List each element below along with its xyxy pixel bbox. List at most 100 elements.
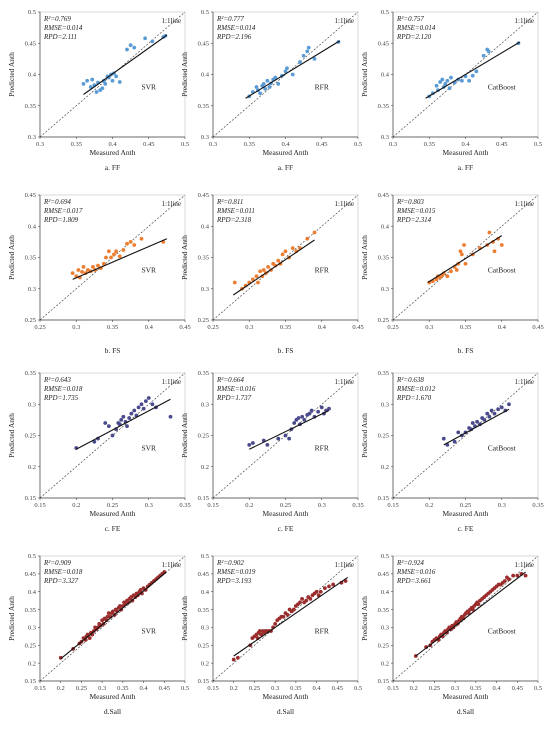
x-tick-label: 0.5 — [181, 685, 189, 692]
y-tick-label: 0.15 — [378, 495, 389, 502]
data-point — [273, 75, 278, 80]
data-point — [90, 77, 95, 82]
x-tick-label: 0.2 — [425, 502, 433, 509]
stat-label: RPD=2.111 — [43, 33, 77, 41]
x-tick-label: 0.35 — [117, 685, 128, 692]
reference-line-1-1 — [39, 194, 186, 321]
data-point — [459, 78, 464, 83]
x-tick-label: 0.5 — [181, 141, 189, 148]
x-tick-label: 0.4 — [498, 324, 507, 331]
y-tick-label: 0.2 — [28, 660, 36, 667]
data-point — [438, 275, 443, 280]
data-point — [440, 634, 445, 639]
subplot-r0-c2: 0.3 0.35 0.4 0.45 0.5 0.3 0.35 0.4 0.45 0.5 1:1lin… — [360, 9, 542, 172]
data-point — [143, 36, 148, 41]
data-point — [128, 239, 133, 244]
x-tick-label: 0.45 — [496, 141, 507, 148]
regression-line — [425, 41, 521, 99]
x-axis-label: Measured Anth — [89, 692, 135, 701]
x-tick-label: 0.35 — [470, 685, 481, 692]
data-point — [85, 78, 90, 83]
subplot-r3-c0: 0.15 0.2 0.25 0.3 0.35 0.4 0.45 0.5 0.15 0.2 0.25 0… — [7, 553, 189, 716]
x-tick-label: 0.25 — [76, 685, 87, 692]
y-tick-label: 0.3 — [201, 286, 209, 293]
data-point — [489, 408, 494, 413]
y-tick-label: 0.5 — [201, 553, 209, 560]
data-point — [127, 416, 132, 420]
x-tick-label: 0.4 — [145, 324, 154, 331]
subplot-r3-c2: 0.15 0.2 0.25 0.3 0.35 0.4 0.45 0.5 0.15 0.2 0.25 0… — [360, 553, 542, 716]
data-point — [106, 249, 111, 254]
data-point — [502, 579, 507, 583]
x-tick-label: 0.5 — [534, 685, 542, 692]
x-tick-label: 0.25 — [280, 502, 291, 509]
data-point — [168, 414, 173, 419]
data-point — [141, 406, 146, 411]
y-tick-label: 0.25 — [378, 642, 389, 649]
x-tick-label: 0.45 — [159, 685, 170, 692]
y-axis-label: Predicted Anth — [7, 596, 16, 641]
data-point — [305, 236, 310, 241]
data-point — [309, 408, 314, 413]
y-tick-label: 0.45 — [378, 192, 389, 199]
stat-label: RMSE=0.018 — [43, 385, 83, 393]
data-point — [96, 263, 100, 268]
data-point — [434, 83, 439, 88]
data-point — [257, 629, 262, 633]
x-tick-label: 0.3 — [318, 502, 326, 509]
data-point — [445, 78, 450, 83]
y-tick-label: 0.5 — [28, 9, 36, 16]
reference-line-1-1 — [392, 194, 539, 321]
data-point — [302, 417, 307, 422]
x-tick-label: 0.2 — [72, 502, 80, 509]
subplot-caption: a. FF — [278, 163, 293, 172]
data-point — [101, 261, 106, 266]
data-point — [280, 252, 285, 257]
data-point — [259, 632, 263, 637]
data-point — [283, 69, 288, 74]
data-point — [296, 416, 301, 420]
x-tick-label: 0.5 — [354, 685, 362, 692]
y-axis-label: Predicted Anth — [360, 235, 369, 280]
data-point — [100, 86, 105, 91]
model-label: SVR — [141, 266, 156, 275]
data-point — [474, 69, 479, 74]
stat-label: R²=0.769 — [43, 15, 71, 23]
data-point — [487, 414, 492, 419]
data-point — [305, 49, 310, 54]
x-axis-label: Measured Anth — [89, 509, 135, 518]
x-tick-label: 0.25 — [34, 324, 45, 331]
stat-label: RMSE=0.012 — [396, 385, 436, 393]
data-point — [150, 402, 155, 407]
data-point — [290, 246, 295, 251]
data-point — [256, 280, 260, 285]
data-point — [136, 405, 141, 410]
y-tick-label: 0.2 — [28, 464, 36, 471]
reference-line-label: 1:1line — [335, 378, 354, 386]
data-point — [125, 424, 129, 429]
x-tick-label: 0.45 — [352, 324, 363, 331]
subplot-caption: b. FS — [278, 346, 294, 355]
data-point — [105, 614, 110, 619]
data-point — [507, 577, 511, 582]
regression-line — [245, 40, 341, 99]
data-point — [298, 600, 302, 605]
data-point — [475, 419, 479, 424]
data-point — [482, 417, 487, 422]
y-tick-label: 0.35 — [378, 103, 389, 110]
data-point — [438, 80, 443, 84]
subplot-r3-c1: 0.15 0.2 0.25 0.3 0.35 0.4 0.45 0.5 0.15 0.2 0.25 0… — [180, 553, 362, 716]
x-tick-label: 0.15 — [387, 685, 398, 692]
reference-line-1-1 — [39, 372, 186, 499]
data-point — [258, 91, 263, 96]
data-point — [276, 81, 281, 86]
data-point — [459, 252, 464, 257]
y-tick-label: 0.35 — [378, 607, 389, 614]
stat-label: RMSE=0.017 — [43, 207, 83, 215]
stat-label: R²=0.924 — [396, 559, 424, 567]
x-tick-label: 0.45 — [512, 685, 523, 692]
data-point — [265, 442, 270, 447]
y-tick-label: 0.35 — [378, 255, 389, 262]
y-tick-label: 0.3 — [28, 134, 36, 141]
y-axis-label: Predicted Anth — [180, 413, 189, 458]
